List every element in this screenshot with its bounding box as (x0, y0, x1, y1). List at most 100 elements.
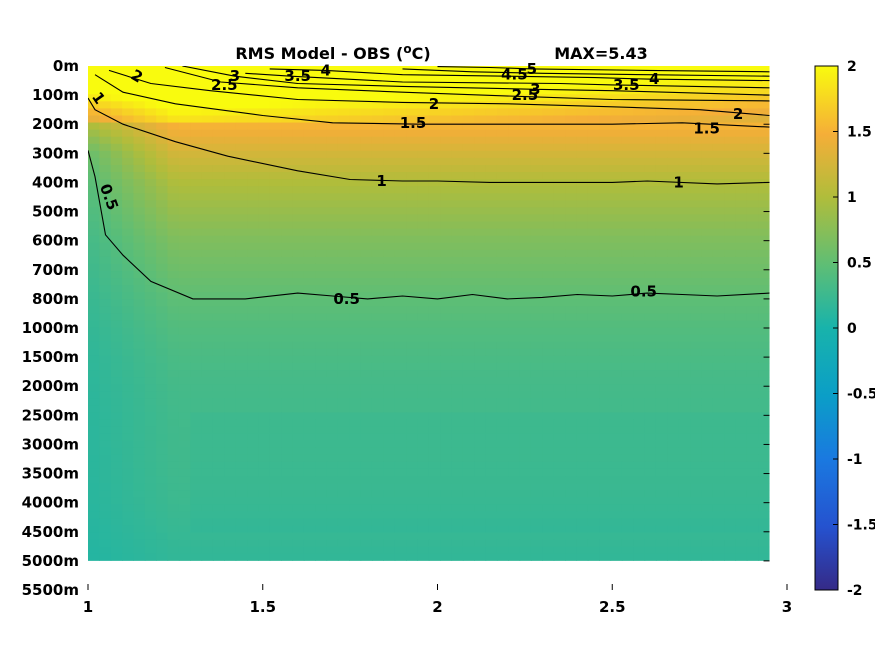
field-cell (110, 461, 123, 470)
field-cell (542, 108, 555, 117)
field-cell (530, 256, 543, 265)
field-cell (156, 320, 169, 329)
field-cell (349, 447, 362, 456)
field-cell (576, 157, 589, 166)
field-cell (758, 341, 770, 350)
field-cell (406, 242, 419, 251)
field-cell (633, 129, 646, 138)
field-cell (235, 391, 248, 399)
field-cell (530, 221, 543, 230)
field-cell (88, 412, 100, 421)
field-cell (519, 433, 532, 442)
field-cell (371, 271, 384, 279)
field-cell (144, 532, 157, 541)
field-cell (133, 398, 146, 406)
field-cell (292, 539, 305, 548)
field-cell (326, 221, 339, 230)
field-cell (269, 525, 282, 534)
field-cell (485, 546, 498, 555)
field-cell (122, 101, 135, 110)
field-cell (462, 129, 475, 138)
field-cell (485, 150, 498, 159)
field-cell (485, 299, 498, 307)
field-cell (99, 518, 112, 527)
field-cell (701, 525, 714, 534)
field-cell (394, 150, 407, 159)
field-cell (712, 228, 725, 237)
field-cell (201, 497, 214, 505)
field-cell (156, 256, 169, 265)
field-cell (621, 454, 634, 463)
field-cell (292, 490, 305, 498)
field-cell (371, 377, 384, 385)
field-cell (394, 334, 407, 343)
field-cell (428, 341, 441, 350)
field-cell (474, 157, 487, 166)
field-cell (644, 532, 657, 541)
field-cell (496, 235, 509, 244)
field-cell (735, 320, 748, 329)
field-cell (724, 150, 737, 159)
field-cell (644, 122, 657, 131)
field-cell (496, 271, 509, 279)
field-cell (99, 150, 112, 159)
field-cell (655, 101, 668, 110)
field-cell (258, 377, 271, 385)
field-cell (576, 419, 589, 428)
field-cell (599, 136, 612, 145)
field-cell (133, 440, 146, 449)
field-cell (485, 405, 498, 414)
field-cell (349, 157, 362, 166)
field-cell (587, 143, 600, 152)
field-cell (235, 292, 248, 300)
field-cell (610, 179, 623, 187)
field-cell (701, 546, 714, 555)
field-cell (667, 263, 680, 272)
field-cell (565, 122, 578, 131)
field-cell (371, 546, 384, 555)
field-cell (326, 193, 339, 201)
field-cell (292, 483, 305, 491)
field-cell (406, 200, 419, 208)
field-cell (224, 461, 237, 470)
field-cell (303, 313, 316, 322)
field-cell (133, 306, 146, 315)
field-cell (281, 193, 294, 201)
field-cell (303, 87, 316, 95)
field-cell (633, 108, 646, 117)
field-cell (587, 497, 600, 505)
field-cell (576, 532, 589, 541)
field-cell (224, 292, 237, 300)
field-cell (610, 490, 623, 498)
field-cell (724, 426, 737, 435)
field-cell (326, 320, 339, 329)
field-cell (224, 164, 237, 173)
field-cell (587, 200, 600, 208)
field-cell (247, 115, 259, 124)
field-cell (212, 483, 225, 491)
field-cell (201, 468, 214, 477)
field-cell (440, 511, 453, 520)
field-cell (269, 66, 282, 74)
field-cell (360, 327, 373, 336)
field-cell (735, 207, 748, 216)
colorbar-tick-label: 0.5 (847, 256, 872, 272)
field-cell (690, 497, 702, 505)
field-cell (451, 299, 464, 307)
field-cell (326, 412, 339, 421)
field-cell (576, 101, 589, 110)
field-cell (701, 94, 714, 102)
field-cell (644, 405, 657, 414)
field-cell (451, 461, 464, 470)
field-cell (746, 327, 759, 336)
field-cell (247, 539, 259, 548)
field-cell (122, 362, 135, 371)
field-cell (428, 412, 441, 421)
field-cell (758, 384, 770, 392)
field-cell (371, 461, 384, 470)
field-cell (258, 546, 271, 555)
field-cell (667, 101, 680, 110)
field-cell (88, 179, 100, 187)
field-cell (406, 461, 419, 470)
field-cell (212, 426, 225, 435)
